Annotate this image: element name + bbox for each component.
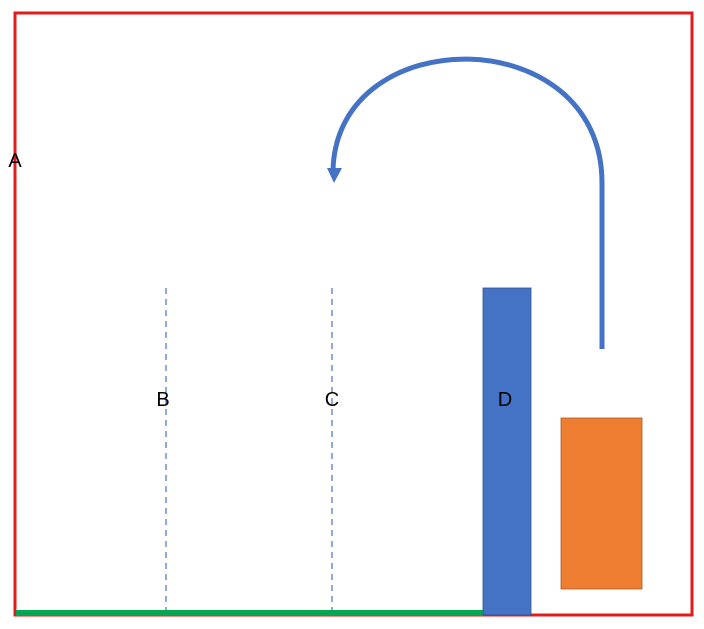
arrow-head xyxy=(327,168,342,183)
curved-arrow-path xyxy=(330,56,605,349)
label-d: D xyxy=(498,389,512,411)
label-a: A xyxy=(8,150,22,172)
label-b: B xyxy=(156,389,169,411)
orange-block xyxy=(560,417,643,590)
blue-bar xyxy=(482,287,532,616)
curved-arrow-icon xyxy=(327,56,605,349)
label-c: C xyxy=(325,389,339,411)
